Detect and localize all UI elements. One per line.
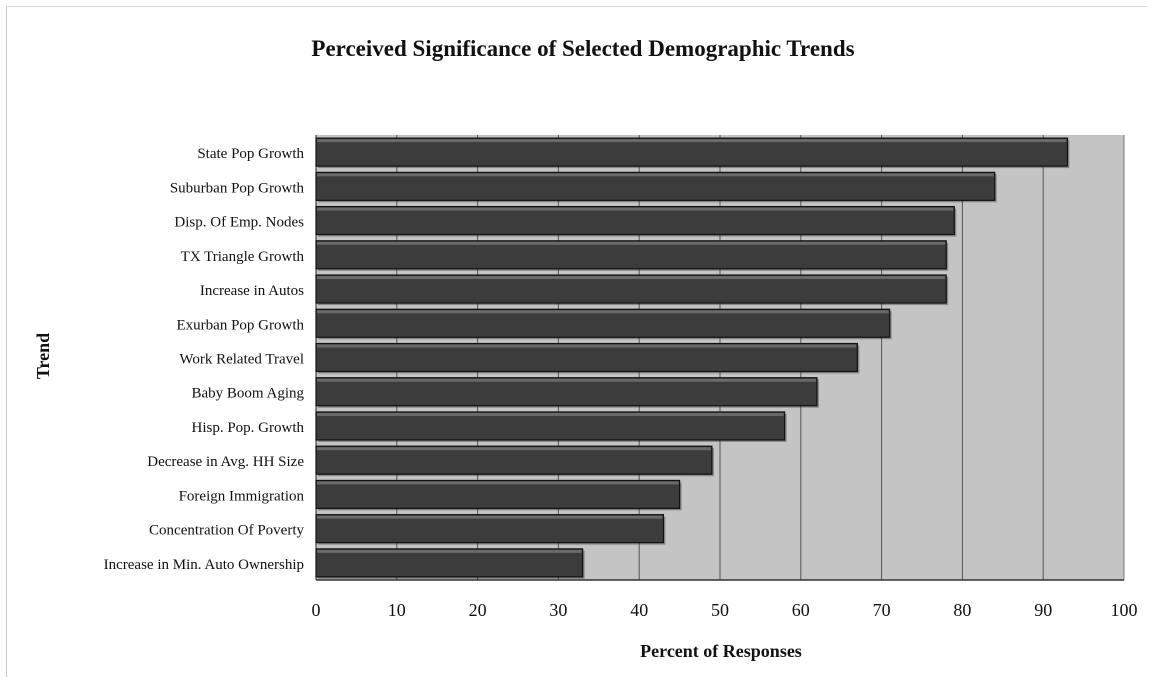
x-tick-label: 90: [1034, 600, 1052, 620]
bar: [315, 377, 818, 407]
bar-highlight: [317, 481, 679, 485]
y-category-label: TX Triangle Growth: [181, 249, 305, 265]
x-tick-label: 100: [1111, 600, 1138, 620]
x-tick-label: 50: [711, 600, 729, 620]
chart-frame: [6, 6, 1147, 677]
y-axis-label: Trend: [33, 333, 53, 379]
x-tick-label: 10: [388, 600, 406, 620]
y-category-label: Baby Boom Aging: [191, 386, 304, 402]
y-category-label: Suburban Pop Growth: [170, 180, 305, 196]
bar: [315, 411, 786, 441]
bar: [315, 342, 858, 373]
bar: [315, 274, 947, 304]
bar-highlight: [317, 207, 954, 211]
bar-highlight: [317, 447, 711, 451]
x-tick-label: 40: [630, 600, 648, 620]
bar-highlight: [317, 173, 994, 177]
y-category-label: Hisp. Pop. Growth: [191, 420, 304, 436]
y-category-label: Foreign Immigration: [179, 488, 305, 504]
bar-highlight: [317, 515, 663, 519]
bar-highlight: [317, 412, 784, 416]
bar-highlight: [317, 310, 889, 314]
bar: [315, 445, 713, 475]
bar: [315, 548, 584, 578]
bar: [315, 514, 665, 544]
bar: [315, 137, 1069, 167]
bar: [315, 240, 947, 270]
y-category-label: Increase in Min. Auto Ownership: [104, 557, 304, 573]
chart-title: Perceived Significance of Selected Demog…: [311, 36, 854, 61]
x-tick-label: 30: [549, 600, 567, 620]
bar-highlight: [317, 344, 857, 348]
plot-area: 0 10 20 30 40 50 60 70 80 90 100 State Pop Growth Su…: [104, 135, 1138, 620]
y-category-label: Disp. Of Emp. Nodes: [174, 215, 304, 231]
bar: [315, 308, 891, 338]
y-category-label: Decrease in Avg. HH Size: [147, 454, 304, 470]
bar-highlight: [317, 549, 582, 553]
x-tick-label: 80: [953, 600, 971, 620]
x-tick-label: 60: [792, 600, 810, 620]
y-category-label: Increase in Autos: [200, 283, 304, 299]
bar: [315, 171, 996, 201]
bar: [315, 205, 955, 236]
y-category-label: Work Related Travel: [179, 352, 304, 368]
y-category-label: Concentration Of Poverty: [149, 523, 304, 539]
y-category-label: State Pop Growth: [197, 146, 304, 162]
bar-highlight: [317, 139, 1067, 143]
x-tick-label: 70: [873, 600, 891, 620]
x-tick-label: 20: [469, 600, 487, 620]
bar-highlight: [317, 241, 946, 245]
x-axis-label: Percent of Responses: [640, 641, 802, 661]
bar-highlight: [317, 378, 816, 382]
x-tick-label: 0: [312, 600, 321, 620]
bar: [315, 479, 681, 510]
y-category-label: Exurban Pop Growth: [177, 317, 305, 333]
bar-highlight: [317, 276, 946, 280]
